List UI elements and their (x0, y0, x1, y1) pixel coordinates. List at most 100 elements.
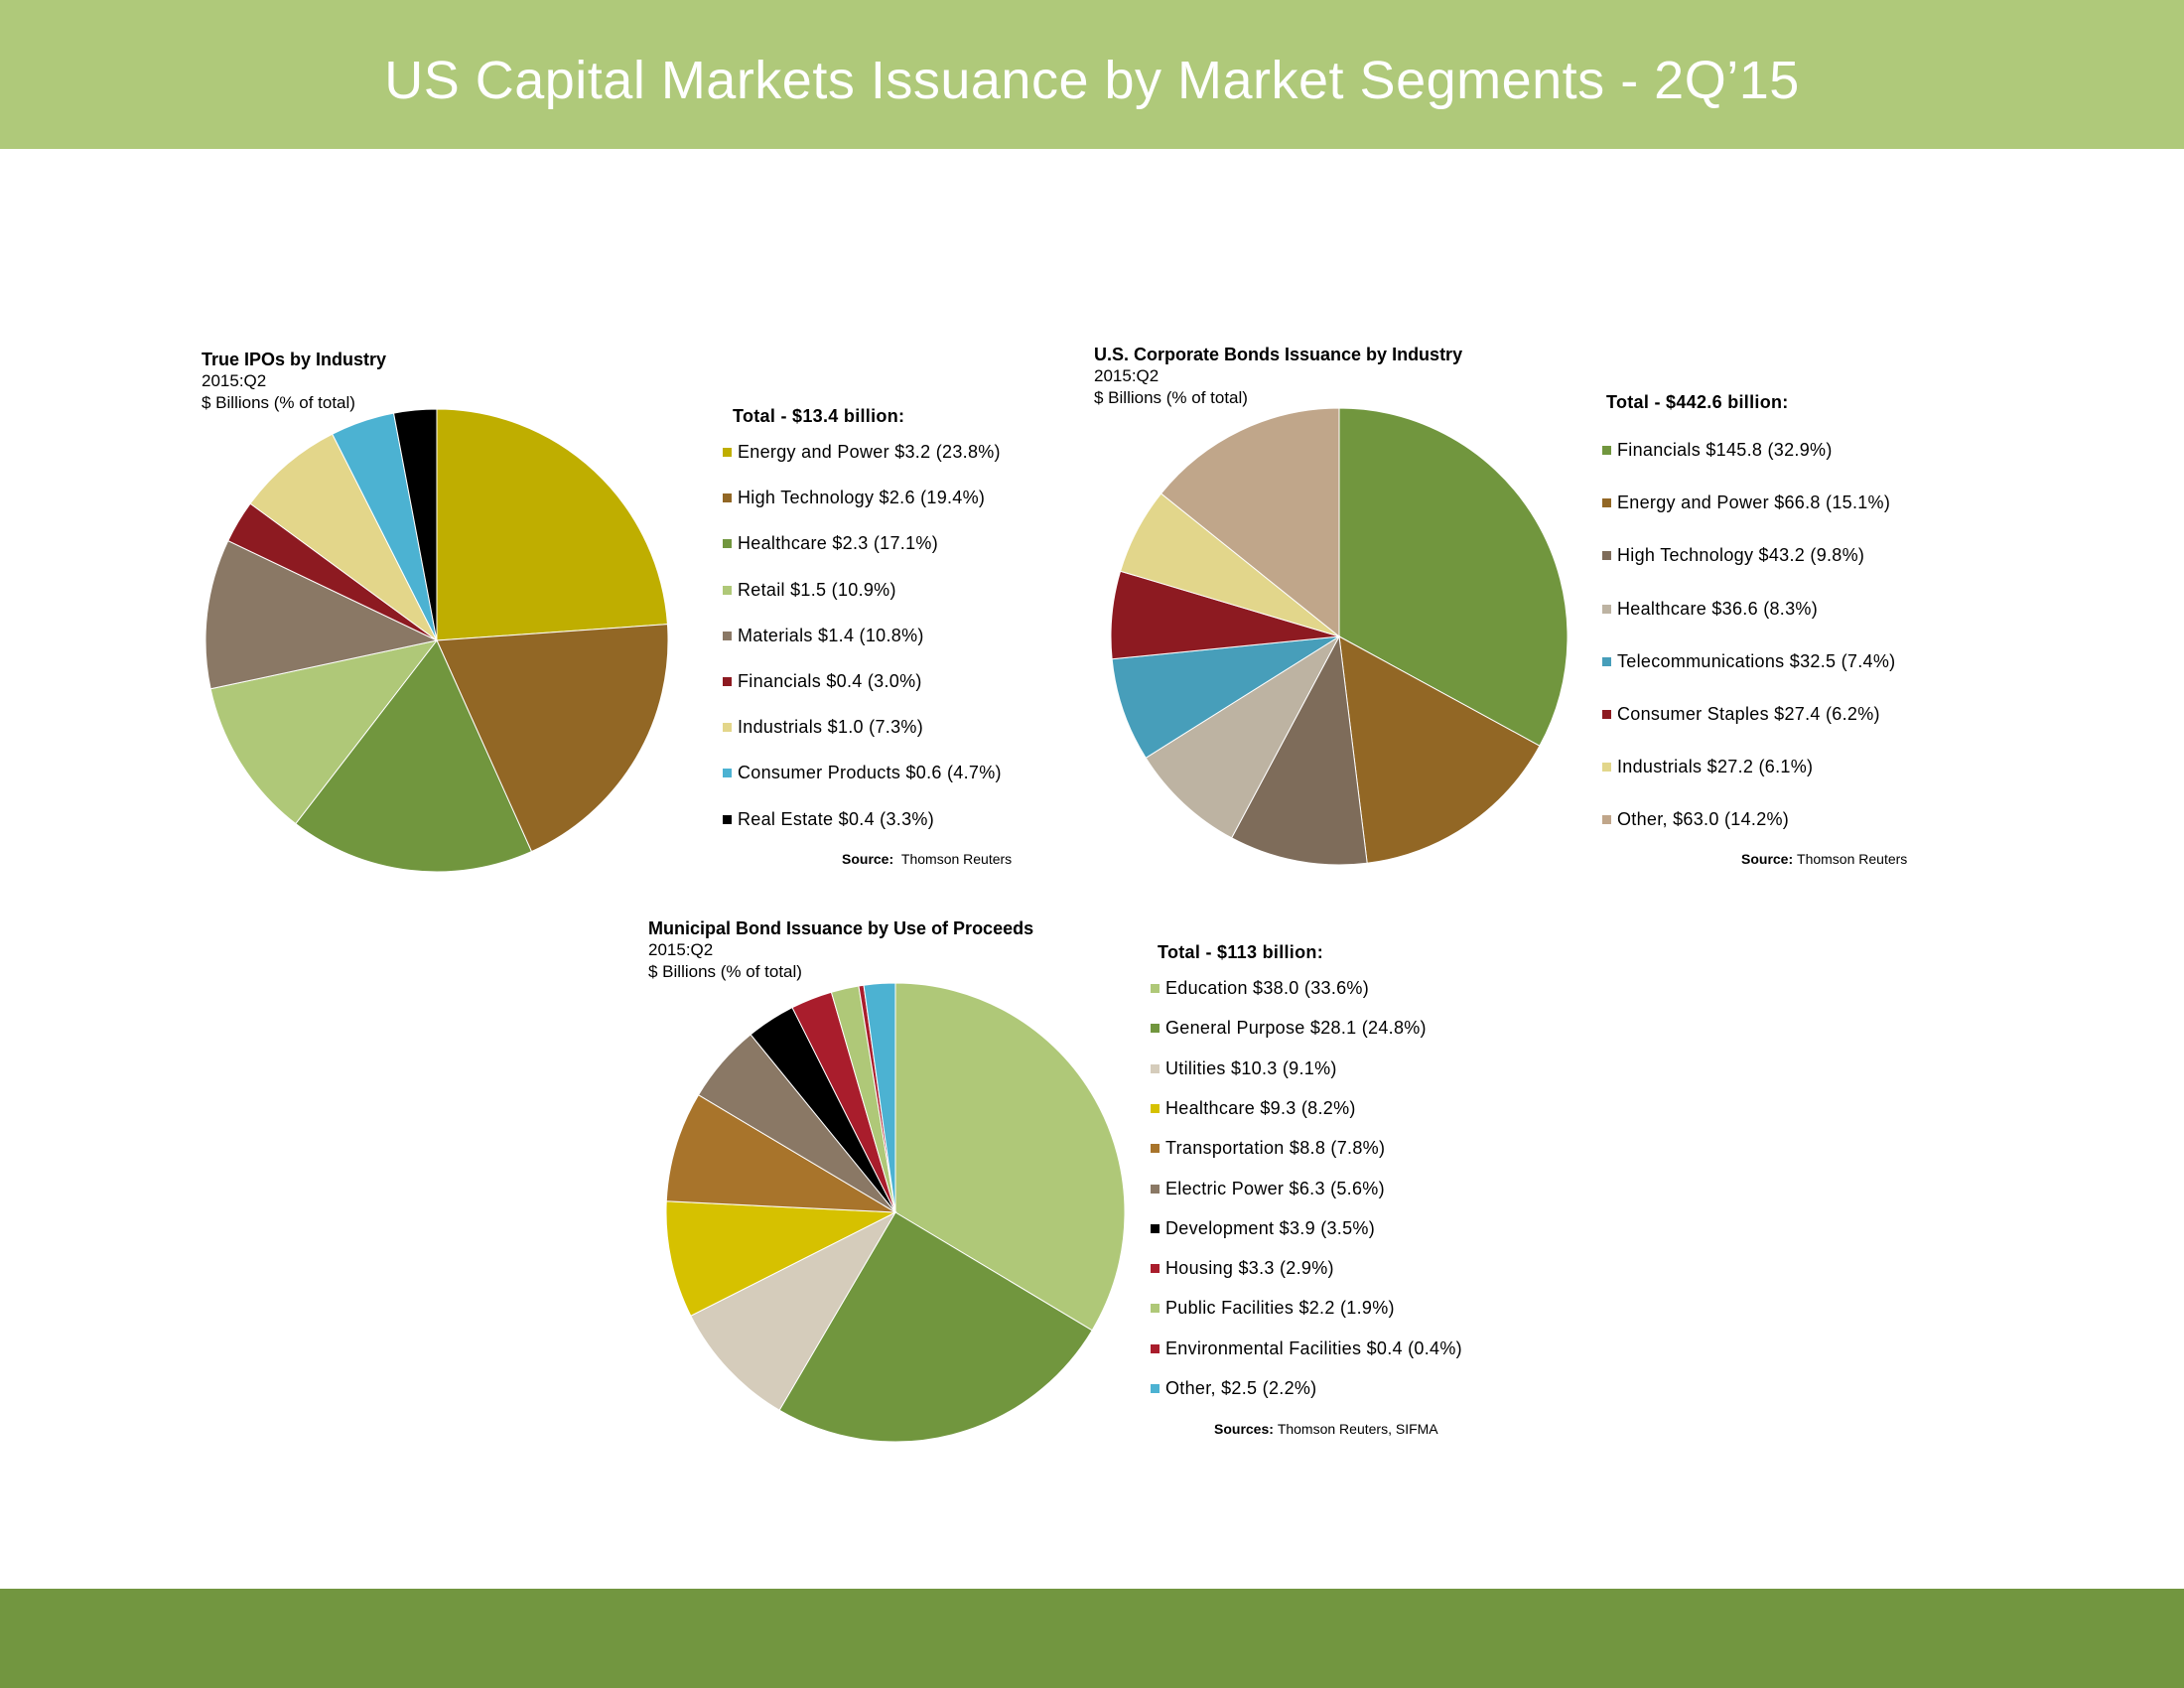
legend-corporate-bonds: Financials $145.8 (32.9%) Energy and Powe… (1602, 440, 1979, 830)
legend-swatch (1151, 1384, 1160, 1393)
legend-label: High Technology $2.6 (19.4%) (738, 488, 986, 508)
legend-label: Consumer Staples $27.4 (6.2%) (1617, 704, 1880, 724)
chart-title-corporate-bonds: U.S. Corporate Bonds Issuance by Industr… (1094, 345, 1463, 364)
legend-swatch (1151, 1144, 1160, 1154)
legend-swatch (723, 539, 732, 549)
legend-item-telecommunications: Telecommunications $32.5 (7.4%) (1602, 651, 1895, 672)
legend-item-healthcare: Healthcare $9.3 (8.2%) (1151, 1098, 1356, 1119)
pie-slice-industrials (249, 433, 438, 641)
legend-item-public-facilities: Public Facilities $2.2 (1.9%) (1151, 1298, 1395, 1319)
pie-slice-healthcare (295, 639, 533, 873)
page-title: US Capital Markets Issuance by Market Se… (384, 51, 1800, 110)
chart-title-ipos: True IPOs by Industry (202, 350, 387, 369)
legend-label: Other, $2.5 (2.2%) (1165, 1378, 1317, 1398)
legend-item-transportation: Transportation $8.8 (7.8%) (1151, 1138, 1385, 1159)
legend-item-consumer-staples: Consumer Staples $27.4 (6.2%) (1602, 704, 1880, 725)
source-municipal-bonds: Sources: Thomson Reuters, SIFMA (1214, 1421, 1438, 1437)
legend-item-utilities: Utilities $10.3 (9.1%) (1151, 1058, 1337, 1079)
legend-label: Public Facilities $2.2 (1.9%) (1165, 1298, 1395, 1319)
legend-swatch (1602, 710, 1611, 719)
pie-slice-other (863, 982, 896, 1213)
legend-label: Electric Power $6.3 (5.6%) (1165, 1178, 1385, 1198)
pie-slice-high-technology (1230, 634, 1368, 866)
total-label-corporate-bonds: Total - $442.6 billion: (1606, 392, 1789, 412)
pie-slice-high-technology (436, 624, 669, 853)
chart-units-ipos: $ Billions (% of total) (202, 393, 355, 412)
legend-label: Industrials $27.2 (6.1%) (1617, 757, 1814, 777)
pie-slice-materials (205, 539, 439, 690)
legend-swatch (1151, 1264, 1160, 1274)
pie-slice-education (894, 982, 1126, 1332)
legend-label: Energy and Power $66.8 (15.1%) (1617, 492, 1891, 513)
legend-item-housing: Housing $3.3 (2.9%) (1151, 1258, 1334, 1279)
legend-swatch (723, 585, 732, 595)
chart-period-corporate-bonds: 2015:Q2 (1094, 366, 1160, 385)
pie-slice-financials (1338, 407, 1569, 747)
source-ipos: Source: Thomson Reuters (842, 851, 1012, 867)
legend-label: Consumer Products $0.6 (4.7%) (738, 763, 1002, 783)
legend-item-environmental-facilities: Environmental Facilities $0.4 (0.4%) (1151, 1338, 1462, 1359)
legend-swatch (1151, 1063, 1160, 1073)
legend-item-high-technology: High Technology $2.6 (19.4%) (723, 488, 985, 508)
legend-ipos: Energy and Power $3.2 (23.8%) High Techno… (723, 442, 1080, 829)
legend-label: Transportation $8.8 (7.8%) (1165, 1138, 1386, 1159)
legend-item-financials: Financials $145.8 (32.9%) (1602, 440, 1833, 461)
legend-swatch (1602, 763, 1611, 773)
legend-swatch (1151, 1223, 1160, 1233)
legend-item-education: Education $38.0 (33.6%) (1151, 978, 1369, 999)
legend-item-energy-and-power: Energy and Power $3.2 (23.8%) (723, 442, 1001, 463)
chart-period-municipal-bonds: 2015:Q2 (648, 940, 714, 959)
pie-slice-general-purpose (778, 1211, 1093, 1443)
legend-item-consumer-products: Consumer Products $0.6 (4.7%) (723, 763, 1002, 783)
pie-slice-transportation (665, 1094, 896, 1213)
chart-units-municipal-bonds: $ Billions (% of total) (648, 962, 802, 981)
legend-item-materials: Materials $1.4 (10.8%) (723, 626, 924, 646)
pie-slice-real-estate (392, 408, 438, 641)
legend-item-general-purpose: General Purpose $28.1 (24.8%) (1151, 1018, 1427, 1039)
legend-swatch (723, 814, 732, 824)
footer-band (0, 1589, 2184, 1688)
legend-swatch (1151, 1343, 1160, 1353)
legend-swatch (1602, 551, 1611, 561)
legend-swatch (1602, 498, 1611, 508)
legend-label: General Purpose $28.1 (24.8%) (1165, 1018, 1427, 1039)
legend-label: Other, $63.0 (14.2%) (1617, 809, 1790, 830)
legend-swatch (1151, 1024, 1160, 1034)
legend-label: Financials $0.4 (3.0%) (738, 671, 922, 691)
legend-item-energy-and-power: Energy and Power $66.8 (15.1%) (1602, 492, 1890, 513)
pie-slice-energy-and-power (1338, 635, 1541, 864)
legend-swatch (723, 723, 732, 733)
pie-chart-municipal-bonds (665, 982, 1126, 1443)
legend-label: Retail $1.5 (10.9%) (738, 579, 896, 600)
legend-label: Telecommunications $32.5 (7.4%) (1617, 650, 1896, 671)
legend-swatch (723, 631, 732, 640)
legend-item-financials: Financials $0.4 (3.0%) (723, 671, 922, 692)
legend-swatch (1151, 984, 1160, 993)
chart-units-corporate-bonds: $ Billions (% of total) (1094, 388, 1248, 407)
legend-label: Education $38.0 (33.6%) (1165, 978, 1370, 998)
legend-swatch (1602, 446, 1611, 455)
legend-label: Energy and Power $3.2 (23.8%) (738, 442, 1001, 462)
legend-label: Financials $145.8 (32.9%) (1617, 440, 1833, 460)
source-text: Thomson Reuters (1797, 851, 1908, 867)
legend-swatch (723, 677, 732, 686)
legend-item-electric-power: Electric Power $6.3 (5.6%) (1151, 1179, 1385, 1199)
legend-item-high-technology: High Technology $43.2 (9.8%) (1602, 545, 1864, 566)
pie-slice-energy-and-power (436, 408, 668, 641)
legend-item-other: Other, $2.5 (2.2%) (1151, 1378, 1316, 1399)
legend-item-development: Development $3.9 (3.5%) (1151, 1218, 1375, 1239)
legend-label: Development $3.9 (3.5%) (1165, 1217, 1376, 1238)
legend-item-real-estate: Real Estate $0.4 (3.3%) (723, 809, 934, 830)
legend-swatch (1602, 815, 1611, 825)
legend-label: Industrials $1.0 (7.3%) (738, 717, 923, 738)
source-text: Thomson Reuters (900, 851, 1013, 867)
legend-swatch (1602, 656, 1611, 666)
pie-slice-retail (209, 639, 439, 825)
legend-item-retail: Retail $1.5 (10.9%) (723, 580, 896, 601)
source-corporate-bonds: Source: Thomson Reuters (1741, 851, 1907, 867)
legend-item-healthcare: Healthcare $36.6 (8.3%) (1602, 599, 1818, 620)
pie-slice-healthcare (1145, 634, 1341, 839)
legend-item-industrials: Industrials $1.0 (7.3%) (723, 717, 923, 738)
legend-label: Utilities $10.3 (9.1%) (1165, 1057, 1337, 1078)
legend-item-healthcare: Healthcare $2.3 (17.1%) (723, 533, 938, 554)
